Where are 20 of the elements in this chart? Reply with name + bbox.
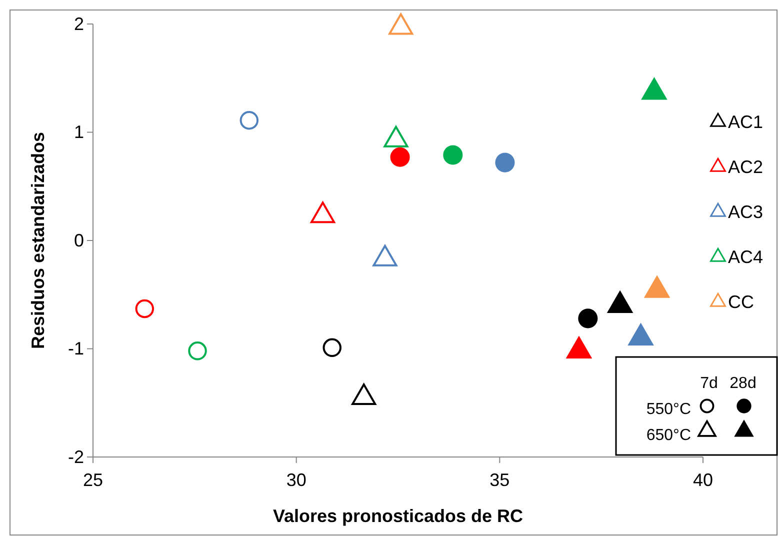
legend-label: AC1 bbox=[728, 112, 764, 132]
y-tick-label: 1 bbox=[74, 122, 84, 142]
x-tick-label: 25 bbox=[82, 470, 104, 490]
y-tick-label: -1 bbox=[68, 338, 84, 359]
x-axis-title: Valores pronosticados de RC bbox=[272, 506, 524, 526]
legend-label: CC bbox=[728, 292, 754, 312]
x-tick-label: 40 bbox=[692, 470, 714, 490]
y-tick-label: -2 bbox=[68, 446, 84, 467]
y-tick-label: 0 bbox=[74, 230, 84, 250]
x-tick-label: 30 bbox=[286, 470, 306, 490]
annotation: 550°C bbox=[646, 401, 691, 418]
legend-label: AC4 bbox=[728, 247, 764, 267]
legend-label: AC3 bbox=[728, 202, 764, 222]
y-axis-title: Residuos estandarizados bbox=[28, 132, 48, 350]
y-tick-label: 2 bbox=[74, 14, 84, 34]
legend-label: AC2 bbox=[728, 157, 764, 177]
annotation: 650°C bbox=[646, 427, 691, 444]
text: 28d bbox=[730, 375, 756, 392]
annotation: 7d bbox=[700, 375, 718, 392]
x-tick-label: 35 bbox=[490, 470, 510, 490]
